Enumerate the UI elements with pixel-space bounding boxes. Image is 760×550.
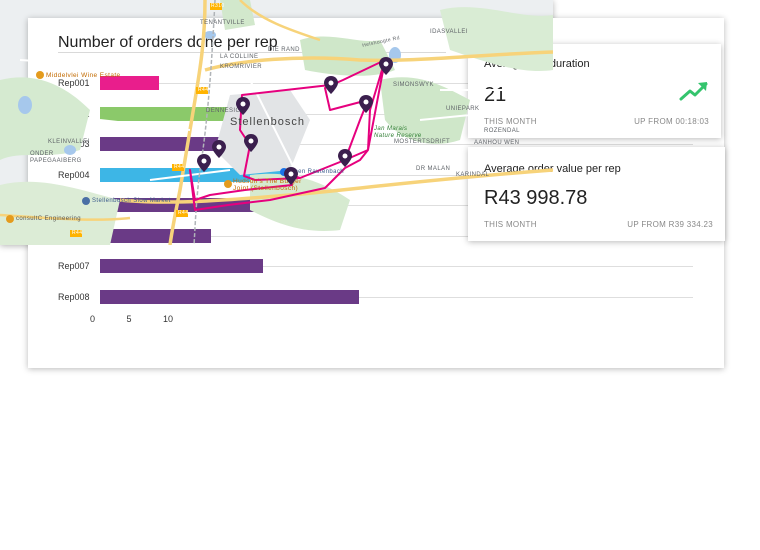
bar-rep006[interactable] [100, 228, 211, 243]
road-shield [196, 87, 208, 94]
road-shield [70, 230, 82, 237]
poi-label[interactable]: Hudson's The Burger Joint (Stellenbosch) [233, 178, 302, 192]
road-shield [172, 164, 184, 171]
place-label: Jan Marais Nature Reserve [374, 126, 422, 139]
gridline [100, 174, 693, 176]
kpi-comparison: UP FROM R39 334.23 [627, 220, 713, 229]
place-label: TENANTVILLE [200, 20, 245, 26]
gridline [100, 266, 693, 267]
business-icon[interactable] [6, 215, 14, 223]
kpi-comparison: UP FROM 00:18:03 [634, 117, 709, 126]
water [204, 31, 216, 39]
road-label: R44 [198, 87, 209, 93]
place-label: DR MALAN [416, 166, 451, 172]
road-shield [176, 210, 188, 217]
map-pin-icon[interactable] [359, 95, 373, 113]
gridline [100, 205, 693, 206]
map-canvas[interactable] [0, 0, 553, 245]
place-label: DIE RAND [268, 47, 300, 53]
poi-label[interactable]: Middelvlei Wine Estate [46, 72, 121, 79]
kpi-period: THIS MONTH [484, 220, 537, 229]
x-tick-label: 0 [90, 314, 96, 324]
gridline [100, 144, 693, 145]
gridline [100, 296, 693, 298]
chart-title: Number of orders done per rep [58, 34, 278, 51]
poi-label[interactable]: Eben Rautenbach [290, 169, 345, 175]
place-label: KROMRIVIER [220, 64, 263, 70]
kpi-value: R43 998.78 [484, 187, 588, 209]
kpi-period: THIS MONTH [484, 117, 537, 126]
place-label: ONDER PAPEGAAIBERG [30, 151, 82, 164]
bar-rep007[interactable] [100, 259, 263, 273]
rep-label: Rep004 [58, 169, 90, 180]
rep-label: Rep007 [58, 261, 90, 271]
road-label: R44 [174, 164, 185, 170]
rep-label: Rep008 [58, 291, 90, 302]
green-area [440, 7, 553, 71]
place-label: DENNESIG [206, 108, 241, 114]
place-label-stellenbosch: Stellenbosch [230, 116, 305, 128]
map-pin-icon[interactable] [212, 140, 226, 158]
place-label: MOSTERTSDRIFT [394, 139, 451, 145]
green-area [220, 0, 255, 30]
railway [193, 0, 216, 245]
road-shield [210, 3, 222, 10]
road [168, 0, 207, 245]
road-label: R310 [211, 3, 225, 9]
road [204, 50, 553, 72]
water [18, 96, 32, 114]
map-pin-icon[interactable] [197, 154, 211, 172]
road-label: R44 [178, 210, 189, 216]
place-label: AANHOU WEN [474, 140, 520, 146]
restaurant-icon[interactable] [224, 180, 232, 188]
x-tick-label: 10 [163, 314, 174, 324]
green-area [380, 77, 470, 144]
wine-estate-icon[interactable] [36, 71, 44, 79]
route-map[interactable]: R44 R44 R310 R44 R44 TENANTVILLE LA COLL… [0, 0, 553, 245]
green-area [0, 181, 120, 245]
bar-rep002[interactable] [100, 106, 231, 121]
market-icon[interactable] [82, 197, 90, 205]
kpi-card-order-value: Average order value per rep R43 998.78 T… [468, 147, 725, 241]
map-pin-icon[interactable] [379, 57, 393, 75]
title-divider [58, 52, 446, 53]
road [239, 0, 321, 42]
map-pin-icon[interactable] [244, 134, 258, 152]
map-pin-icon[interactable] [324, 76, 338, 94]
map-pin-icon[interactable] [338, 149, 352, 167]
place-label: UNIEPARK [446, 106, 480, 112]
place-label: LA COLLINE [220, 54, 259, 60]
delivery-route [189, 59, 386, 211]
town-area [215, 90, 310, 175]
bar-rep008[interactable] [100, 289, 359, 304]
trending-up-icon [679, 82, 708, 101]
place-label: ROZENDAL [484, 128, 520, 134]
road [0, 213, 131, 221]
poi-label[interactable]: consultC Engineering [16, 216, 82, 222]
bar-rep001[interactable] [100, 76, 160, 90]
place-label: KLEINVALLEI [48, 139, 90, 145]
place-label: IDASVALLEI [430, 29, 468, 35]
place-label: SIMONSWYK [393, 82, 434, 88]
shop-icon[interactable] [280, 168, 288, 176]
road-label: R44 [72, 230, 83, 236]
water [64, 145, 76, 155]
rep-label: Rep001 [58, 78, 90, 88]
x-tick-label: 5 [126, 314, 132, 324]
green-area [0, 77, 90, 160]
poi-label[interactable]: Stellenbosch Slow Market [92, 198, 171, 204]
place-label: KARINDAL [456, 172, 490, 178]
map-pin-icon[interactable] [284, 167, 298, 185]
gridline [100, 235, 693, 237]
map-pin-icon[interactable] [236, 97, 250, 115]
